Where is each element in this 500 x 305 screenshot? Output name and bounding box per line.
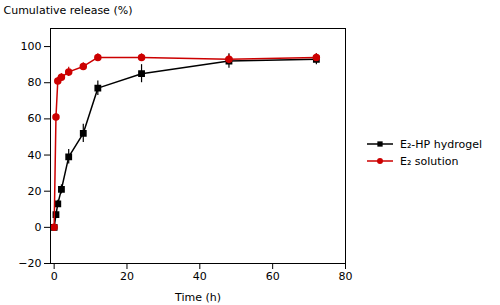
svg-text:Time (h): Time (h) bbox=[174, 290, 221, 303]
html-text:E₂ solution: E₂ solution bbox=[400, 154, 459, 168]
svg-text:80: 80 bbox=[339, 270, 353, 283]
svg-text:60: 60 bbox=[28, 112, 42, 125]
svg-text:Cumulative release (%): Cumulative release (%) bbox=[4, 4, 133, 17]
svg-text:20: 20 bbox=[28, 184, 42, 197]
svg-text:80: 80 bbox=[28, 76, 42, 89]
html-text:E₂-HP hydrogel: E₂-HP hydrogel bbox=[400, 137, 482, 151]
svg-text:40: 40 bbox=[28, 148, 42, 161]
svg-text:40: 40 bbox=[193, 270, 207, 283]
svg-text:0: 0 bbox=[35, 220, 42, 233]
svg-text:100: 100 bbox=[21, 40, 42, 53]
svg-text:0: 0 bbox=[51, 270, 58, 283]
svg-text:20: 20 bbox=[120, 270, 134, 283]
svg-text:−20: −20 bbox=[18, 257, 41, 270]
svg-text:60: 60 bbox=[266, 270, 280, 283]
